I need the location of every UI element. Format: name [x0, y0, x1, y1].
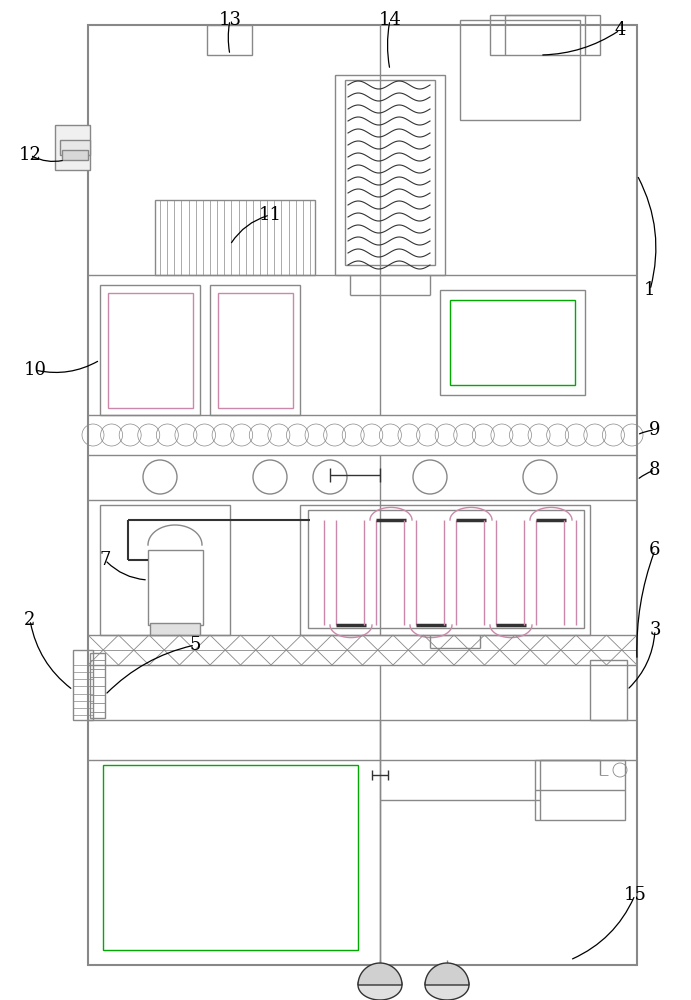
Text: 10: 10 [23, 361, 46, 379]
Bar [535, 760, 625, 820]
Bar [210, 285, 300, 415]
Text: 6: 6 [650, 541, 661, 559]
Bar [300, 505, 590, 635]
Bar [73, 650, 93, 720]
Bar [207, 25, 252, 55]
Bar [90, 653, 105, 718]
Polygon shape [425, 970, 469, 1000]
Polygon shape [425, 963, 469, 985]
Text: 15: 15 [623, 886, 647, 904]
Bar [55, 125, 90, 170]
Bar [100, 285, 200, 415]
Bar [88, 25, 637, 965]
Bar [155, 200, 315, 275]
Bar [150, 623, 200, 635]
Bar [440, 290, 585, 395]
Bar [308, 510, 584, 628]
Text: 3: 3 [650, 621, 661, 639]
Bar [490, 15, 600, 55]
Text: 4: 4 [614, 21, 625, 39]
Bar [345, 80, 435, 265]
Bar [460, 20, 580, 120]
Bar [100, 505, 230, 635]
Text: 1: 1 [644, 281, 656, 299]
Text: 9: 9 [650, 421, 661, 439]
Bar [335, 75, 445, 275]
Bar [108, 293, 193, 408]
Bar [590, 660, 627, 720]
Bar [148, 550, 203, 625]
Text: 13: 13 [218, 11, 241, 29]
Text: 14: 14 [379, 11, 401, 29]
Text: 2: 2 [24, 611, 36, 629]
Bar [60, 140, 90, 155]
Text: 5: 5 [189, 636, 200, 654]
Text: 8: 8 [650, 461, 661, 479]
Bar [103, 765, 358, 950]
Polygon shape [358, 970, 402, 1000]
Bar [218, 293, 293, 408]
Bar [450, 300, 575, 385]
Polygon shape [358, 963, 402, 985]
Bar [62, 150, 88, 160]
Text: 12: 12 [19, 146, 41, 164]
Text: 11: 11 [258, 206, 281, 224]
Text: 7: 7 [100, 551, 111, 569]
